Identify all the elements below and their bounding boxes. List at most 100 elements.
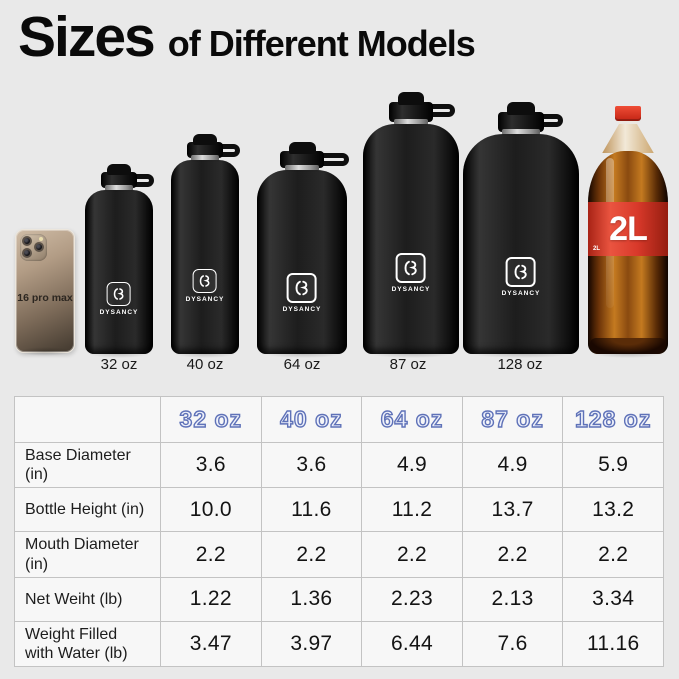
col-header-32oz: 32 oz xyxy=(160,396,262,443)
cap-lid xyxy=(100,172,138,188)
cap-dome xyxy=(193,134,217,145)
bottle-body: DYSANCY xyxy=(257,170,347,354)
cola-cap xyxy=(615,106,641,121)
brand-logo: DYSANCY xyxy=(99,281,139,316)
phone-16-pro-max-image: 16 pro max xyxy=(15,229,75,356)
cap-dome xyxy=(107,164,131,175)
cap-dome xyxy=(288,142,316,154)
cola-label-band: 2L 2L xyxy=(588,202,668,256)
cell-value: 13.7 xyxy=(461,487,564,533)
cap-dome xyxy=(507,102,535,115)
table-row: Base Diameter (in) 3.6 3.6 4.9 4.9 5.9 xyxy=(14,441,664,489)
cell-value: 2.2 xyxy=(160,531,262,578)
cell-value: 3.34 xyxy=(562,576,664,622)
steel-neck-ring xyxy=(284,165,320,171)
brand-logo: DYSANCY xyxy=(391,252,431,293)
cell-value: 5.9 xyxy=(562,441,664,489)
brand-name: DYSANCY xyxy=(99,308,139,316)
caption-87oz: 87 oz xyxy=(389,356,427,373)
cell-value: 3.6 xyxy=(260,441,363,489)
cola-2l-small-text: 2L xyxy=(593,246,601,252)
cell-value: 13.2 xyxy=(562,487,664,533)
brand-logo: DYSANCY xyxy=(502,257,541,297)
cell-value: 2.2 xyxy=(260,531,363,578)
cell-value: 6.44 xyxy=(361,620,463,668)
cap-lid xyxy=(388,102,434,122)
cell-value: 10.0 xyxy=(160,487,262,533)
size-spec-table: 32 oz 40 oz 64 oz 87 oz 128 oz Base Diam… xyxy=(14,396,664,668)
cola-2l-bottle-image: 2L 2L xyxy=(588,106,668,358)
phone-camera-module xyxy=(20,234,47,261)
cell-value: 11.16 xyxy=(562,620,664,668)
steel-neck-ring xyxy=(190,155,220,161)
cell-value: 3.97 xyxy=(260,620,363,668)
brand-name: DYSANCY xyxy=(391,285,431,293)
bottle-body: DYSANCY xyxy=(85,190,153,354)
cell-value: 1.22 xyxy=(160,576,262,622)
table-row: Bottle Height (in) 10.0 11.6 11.2 13.7 1… xyxy=(14,487,664,533)
cell-value: 4.9 xyxy=(361,441,463,489)
brand-logo: DYSANCY xyxy=(283,273,322,313)
row-label-net-weight: Net Weiht (lb) xyxy=(14,576,161,622)
brand-name: DYSANCY xyxy=(185,295,225,303)
cola-2l-text: 2L xyxy=(609,209,648,248)
dysancy-logo-icon xyxy=(395,252,426,283)
camera-flash-icon xyxy=(39,237,43,241)
phone-label: 16 pro max xyxy=(17,292,73,304)
bottle-87oz-image: DYSANCY xyxy=(363,92,459,358)
cell-value: 7.6 xyxy=(461,620,564,668)
cell-value: 11.2 xyxy=(361,487,463,533)
title-primary: Sizes xyxy=(18,5,156,69)
row-label-filled-weight: Weight Filled with Water (lb) xyxy=(14,620,161,668)
row-label-mouth-diameter: Mouth Diameter (in) xyxy=(14,531,161,578)
brand-name: DYSANCY xyxy=(501,290,541,298)
col-header-64oz: 64 oz xyxy=(361,396,463,443)
table-row: Net Weiht (lb) 1.22 1.36 2.23 2.13 3.34 xyxy=(14,576,664,622)
bottle-body: DYSANCY xyxy=(171,160,239,354)
camera-lens-icon xyxy=(34,242,44,252)
caption-40oz: 40 oz xyxy=(186,356,224,373)
page-title: Sizes of Different Models xyxy=(18,4,476,70)
bottle-64oz-image: DYSANCY xyxy=(257,142,349,358)
caption-32oz: 32 oz xyxy=(100,356,138,373)
col-header-40oz: 40 oz xyxy=(260,396,363,443)
bottle-32oz-image: DYSANCY xyxy=(85,164,155,358)
row-label-bottle-height: Bottle Height (in) xyxy=(14,487,161,533)
bottle-body: DYSANCY xyxy=(463,134,579,354)
cola-neck xyxy=(602,124,654,153)
steel-neck-ring xyxy=(502,129,540,135)
table-row: Weight Filled with Water (lb) 3.47 3.97 … xyxy=(14,620,664,668)
dysancy-logo-icon xyxy=(106,281,131,306)
caption-64oz: 64 oz xyxy=(283,356,321,373)
cell-value: 3.6 xyxy=(160,441,262,489)
table-row: Mouth Diameter (in) 2.2 2.2 2.2 2.2 2.2 xyxy=(14,531,664,578)
cap-lid xyxy=(497,112,545,132)
corner-cell xyxy=(14,396,161,443)
cell-value: 2.23 xyxy=(361,576,463,622)
cell-value: 2.2 xyxy=(461,531,564,578)
bottle-40oz-image: DYSANCY xyxy=(171,134,241,358)
cell-value: 1.36 xyxy=(260,576,363,622)
cell-value: 11.6 xyxy=(260,487,363,533)
cell-value: 3.47 xyxy=(160,620,262,668)
dysancy-logo-icon xyxy=(286,273,317,304)
steel-neck-ring xyxy=(393,119,429,125)
dysancy-logo-icon xyxy=(192,268,217,293)
cell-value: 2.2 xyxy=(361,531,463,578)
cola-base xyxy=(589,338,667,354)
cell-value: 4.9 xyxy=(461,441,564,489)
cap-lid xyxy=(280,151,324,168)
table-header-row: 32 oz 40 oz 64 oz 87 oz 128 oz xyxy=(14,396,664,443)
dysancy-logo-icon xyxy=(505,257,536,288)
title-secondary: of Different Models xyxy=(167,23,476,64)
camera-lens-icon xyxy=(22,236,32,246)
cell-value: 2.13 xyxy=(461,576,564,622)
cell-value: 2.2 xyxy=(562,531,664,578)
bottle-128oz-image: DYSANCY xyxy=(463,102,579,358)
col-header-128oz: 128 oz xyxy=(562,396,664,443)
brand-logo: DYSANCY xyxy=(185,268,225,303)
col-header-87oz: 87 oz xyxy=(461,396,564,443)
cola-collar xyxy=(618,121,638,124)
cap-lid xyxy=(186,142,224,158)
